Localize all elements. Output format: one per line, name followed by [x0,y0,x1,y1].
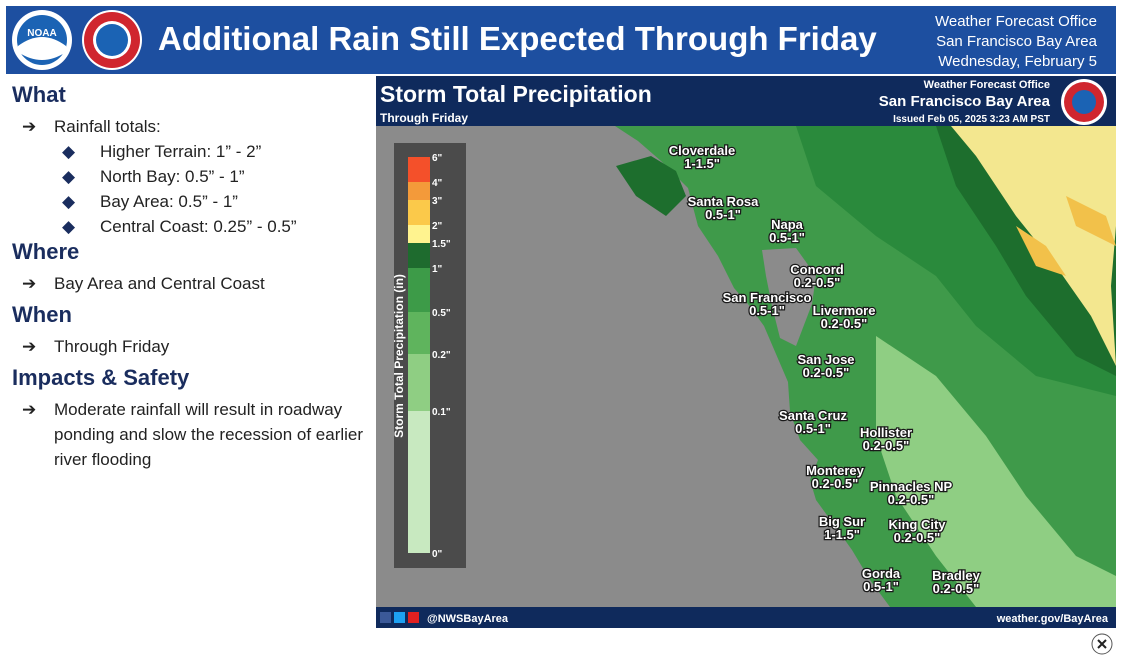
legend-swatch [408,411,430,553]
map-title: Storm Total Precipitation [380,81,652,107]
place-name: San Francisco [723,290,812,305]
sub-item: ◆ Bay Area: 0.5” - 1” [12,189,372,214]
map-issued: Issued Feb 05, 2025 3:23 AM PST [893,114,1050,125]
place-name: Santa Rosa [688,194,760,209]
legend-tick-label: 3" [432,196,443,207]
briefing: What ➔ Rainfall totals: ◆ Higher Terrain: 1”… [12,82,372,478]
legend-swatch [408,200,430,225]
place-amount: 0.2-0.5" [894,530,941,545]
precip-map: Storm Total Precipitation Through Friday… [376,76,1116,628]
place-name: Santa Cruz [779,408,847,423]
arrow-icon: ➔ [22,274,37,293]
sub-item-text: Central Coast: 0.25” - 0.5” [100,217,297,236]
item-text: Rainfall totals: [54,117,161,136]
map-office: Weather Forecast Office [924,79,1050,91]
place-name: Big Sur [819,514,865,529]
legend-tick-label: 0.1" [432,407,451,418]
office-info: Weather Forecast Office San Francisco Ba… [935,12,1097,72]
legend-swatch [408,157,430,182]
header: NOAA Additional Rain Still Expected Thro… [6,6,1116,74]
office-line: Wednesday, February 5 [938,53,1097,70]
place-amount: 0.2-0.5" [812,476,859,491]
arrow-icon: ➔ [22,400,37,419]
bullet-item: ➔ Moderate rainfall will result in roadwa… [12,397,372,472]
place-amount: 0.5-1" [863,579,899,594]
place-name: Hollister [860,425,912,440]
legend-swatch [408,312,430,354]
sub-item: ◆ Higher Terrain: 1” - 2” [12,139,372,164]
diamond-icon: ◆ [62,167,76,186]
place-name: Pinnacles NP [870,479,953,494]
bullet-item: ➔ Rainfall totals: [12,114,372,139]
diamond-icon: ◆ [62,217,76,236]
place-amount: 0.2-0.5" [803,365,850,380]
website: weather.gov/BayArea [996,613,1109,625]
legend-tick-label: 0.2" [432,350,451,361]
place-name: San Jose [797,352,854,367]
place-name: Cloverdale [669,143,735,158]
section-heading: Where [12,239,80,264]
legend-tick-label: 0" [432,549,443,560]
item-text: Bay Area and Central Coast [54,274,265,293]
section-heading: What [12,82,66,107]
place-name: King City [888,517,946,532]
legend-swatch [408,354,430,411]
place-amount: 0.5-1" [769,230,805,245]
map-subtitle: Through Friday [380,111,468,125]
legend-swatch [408,268,430,312]
arrow-icon: ➔ [22,337,37,356]
legend-swatch [408,243,430,268]
bullet-item: ➔ Through Friday [12,334,372,359]
place-amount: 0.2-0.5" [933,581,980,596]
office-line: San Francisco Bay Area [936,33,1097,50]
social-handle: @NWSBayArea [427,613,509,625]
place-amount: 0.5-1" [705,207,741,222]
legend-tick-label: 4" [432,178,443,189]
legend-tick-label: 2" [432,221,443,232]
legend-swatch [408,225,430,243]
place-amount: 1-1.5" [824,527,860,542]
place-amount: 0.5-1" [795,421,831,436]
place-amount: 1-1.5" [684,156,720,171]
place-amount: 0.2-0.5" [863,438,910,453]
item-text: Moderate rainfall will result in roadway… [54,400,364,469]
legend-swatch [408,182,430,200]
bullet-item: ➔ Bay Area and Central Coast [12,271,372,296]
place-name: Bradley [932,568,980,583]
legend-tick-label: 6" [432,153,443,164]
legend-label: Storm Total Precipitation (in) [392,274,406,438]
sub-item-text: North Bay: 0.5” - 1” [100,167,245,186]
place-amount: 0.2-0.5" [794,275,841,290]
sub-item: ◆ Central Coast: 0.25” - 0.5” [12,214,372,239]
sub-item: ◆ North Bay: 0.5” - 1” [12,164,372,189]
item-text: Through Friday [54,337,170,356]
sub-item-text: Bay Area: 0.5” - 1” [100,192,238,211]
section-heading: When [12,302,72,327]
place-name: Napa [771,217,804,232]
title: Additional Rain Still Expected Through F… [158,20,877,57]
close-button[interactable] [1091,633,1113,655]
logos: NOAA [12,10,142,70]
place-name: Gorda [862,566,901,581]
legend-tick-label: 0.5" [432,308,451,319]
legend-tick-label: 1.5" [432,239,451,250]
place-amount: 0.5-1" [749,303,785,318]
office-line: Weather Forecast Office [934,13,1097,30]
place-amount: 0.2-0.5" [821,316,868,331]
diamond-icon: ◆ [62,192,76,211]
map-region: San Francisco Bay Area [879,93,1051,110]
arrow-icon: ➔ [22,117,37,136]
place-name: Livermore [813,303,876,318]
place-amount: 0.2-0.5" [888,492,935,507]
place-name: Concord [790,262,844,277]
place-name: Monterey [806,463,865,478]
noaa-text: NOAA [27,28,56,39]
sub-item-text: Higher Terrain: 1” - 2” [100,142,262,161]
legend-tick-label: 1" [432,264,443,275]
section-heading: Impacts & Safety [12,365,190,390]
diamond-icon: ◆ [62,142,76,161]
